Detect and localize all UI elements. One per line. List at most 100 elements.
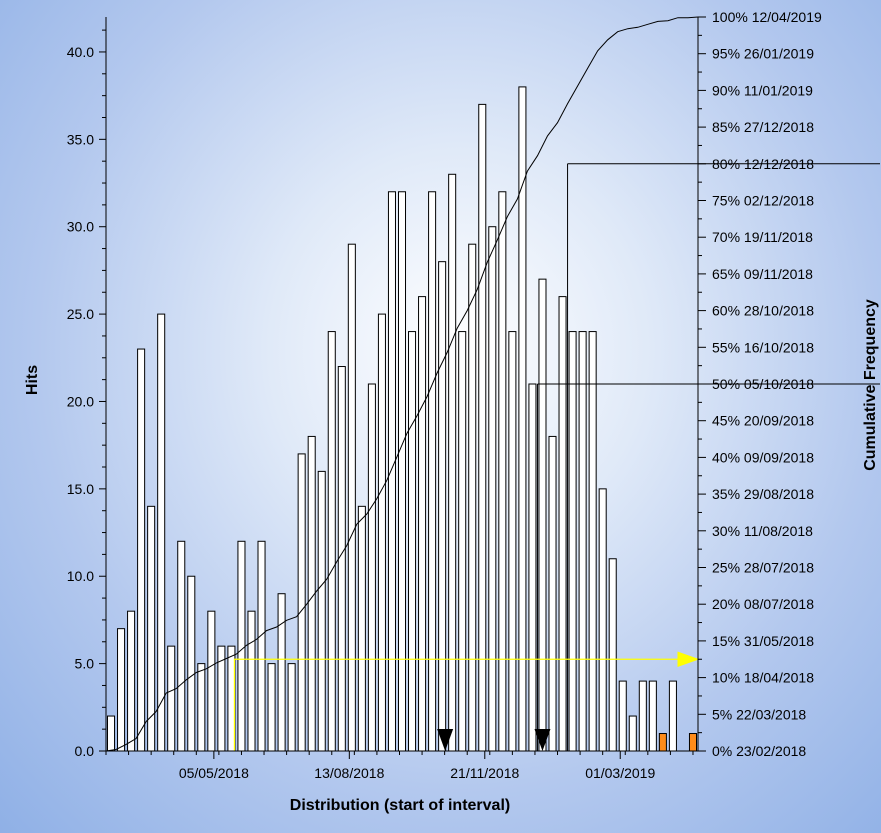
y-axis-title: Hits: [24, 365, 41, 395]
histogram-bar: [618, 680, 627, 752]
percentile-marker-triangle: [437, 729, 454, 751]
histogram-bar: [548, 435, 557, 752]
histogram-bar: [117, 628, 126, 752]
y-tick-label: 40.0: [67, 44, 94, 60]
histogram-bar: [237, 540, 246, 752]
y-tick-label: 25.0: [67, 306, 94, 322]
histogram-bar: [688, 733, 698, 752]
histogram-bar: [187, 575, 196, 752]
histogram-bar: [448, 173, 457, 752]
percentile-marker-triangle: [534, 729, 551, 751]
histogram-bar: [478, 103, 487, 752]
y2-tick-label: 30% 11/08/2018: [712, 523, 813, 539]
histogram-bar: [277, 593, 286, 752]
y2-tick-label: 95% 26/01/2019: [712, 46, 814, 62]
histogram-bar: [668, 680, 677, 752]
histogram-bar: [408, 331, 417, 752]
x-axis-title: Distribution (start of interval): [290, 797, 510, 814]
histogram-bar: [317, 470, 326, 752]
y2-tick-label: 10% 18/04/2018: [712, 670, 814, 686]
histogram-bar: [418, 296, 427, 752]
y2-tick-label: 20% 08/07/2018: [712, 596, 814, 612]
histogram-bar: [337, 366, 346, 752]
y-tick-label: 30.0: [67, 219, 94, 235]
histogram-bar: [297, 453, 306, 752]
histogram-bar: [608, 558, 617, 752]
histogram-bar: [438, 261, 447, 752]
histogram-bar: [468, 243, 477, 752]
axes-layer: 0.0 5.0 10.0 15.0 20.0 25.0 30.0 35.0 40.0 0% 23/…: [67, 9, 822, 781]
y-tick-label: 10.0: [67, 568, 94, 584]
yellow-reference-line: [233, 658, 682, 751]
histogram-bar: [247, 610, 256, 752]
y2-tick-label: 90% 11/01/2019: [712, 82, 813, 98]
histogram-bar: [458, 331, 467, 752]
histogram-bar: [357, 505, 366, 752]
y2-tick-label: 5% 22/03/2018: [712, 706, 806, 722]
y2-tick-label: 60% 28/10/2018: [712, 303, 814, 319]
histogram-bar: [518, 86, 527, 752]
cumulative-curve-layer: [105, 16, 699, 752]
histogram-bar: [568, 331, 577, 752]
histogram-bar: [327, 331, 336, 752]
histogram-bar: [658, 733, 667, 752]
x-tick-label: 21/11/2018: [450, 765, 519, 781]
reference-lines-layer: [233, 163, 880, 751]
y-tick-label: 20.0: [67, 393, 94, 409]
y2-tick-label: 55% 16/10/2018: [712, 339, 814, 355]
histogram-bar: [538, 278, 547, 752]
cumulative-curve: [105, 16, 699, 752]
y-tick-label: 35.0: [67, 131, 94, 147]
histogram-bar: [498, 191, 507, 752]
histogram-bar: [578, 331, 587, 752]
histogram-bar: [648, 680, 657, 752]
histogram-bar: [428, 191, 437, 752]
histogram-bar: [638, 680, 647, 752]
y2-tick-label: 50% 05/10/2018: [712, 376, 814, 392]
histogram-bar: [628, 715, 637, 752]
histogram-bar: [267, 663, 276, 752]
histogram-bar: [598, 488, 607, 752]
histogram-bar: [287, 663, 296, 752]
yellow-arrow-head: [677, 651, 700, 667]
histogram-bar: [387, 191, 396, 752]
x-tick-label: 13/08/2018: [314, 765, 384, 781]
histogram-bar: [347, 243, 356, 752]
histogram-bar: [257, 540, 266, 752]
x-tick-label: 01/03/2019: [585, 765, 655, 781]
histogram-bar: [207, 610, 216, 752]
histogram-bar: [558, 296, 567, 752]
histogram-bar: [488, 226, 497, 752]
y-tick-label: 5.0: [75, 656, 95, 672]
y2-tick-label: 70% 19/11/2018: [712, 229, 813, 245]
histogram-bar: [107, 715, 116, 752]
histogram-bar: [508, 331, 517, 752]
y2-tick-label: 65% 09/11/2018: [712, 266, 813, 282]
y-tick-label: 15.0: [67, 481, 94, 497]
histogram-bar: [127, 610, 136, 752]
y2-tick-label: 85% 27/12/2018: [712, 119, 814, 135]
y2-tick-label: 45% 20/09/2018: [712, 413, 814, 429]
x-tick-label: 05/05/2018: [179, 765, 249, 781]
y2-tick-label: 80% 12/12/2018: [712, 156, 814, 172]
y-tick-label: 0.0: [75, 743, 95, 759]
y2-tick-label: 35% 29/08/2018: [712, 486, 814, 502]
histogram-bar: [528, 383, 537, 752]
histogram-bar: [377, 313, 386, 752]
y2-tick-label: 75% 02/12/2018: [712, 193, 814, 209]
histogram-bar: [197, 663, 206, 752]
histogram-bar: [397, 191, 407, 752]
y2-tick-label: 0% 23/02/2018: [712, 743, 806, 759]
histogram-bar: [588, 331, 597, 752]
histogram-bar: [177, 540, 186, 752]
y2-tick-label: 15% 31/05/2018: [712, 633, 814, 649]
histogram-bar: [137, 348, 146, 752]
y2-tick-label: 40% 09/09/2018: [712, 449, 814, 465]
y2-axis-title: Cumulative Frequency: [862, 299, 879, 471]
histogram-bar: [367, 383, 376, 752]
bars-layer: [107, 86, 698, 752]
histogram-bar: [157, 313, 166, 752]
histogram-bar: [167, 645, 176, 752]
y2-tick-label: 100% 12/04/2019: [712, 9, 822, 25]
